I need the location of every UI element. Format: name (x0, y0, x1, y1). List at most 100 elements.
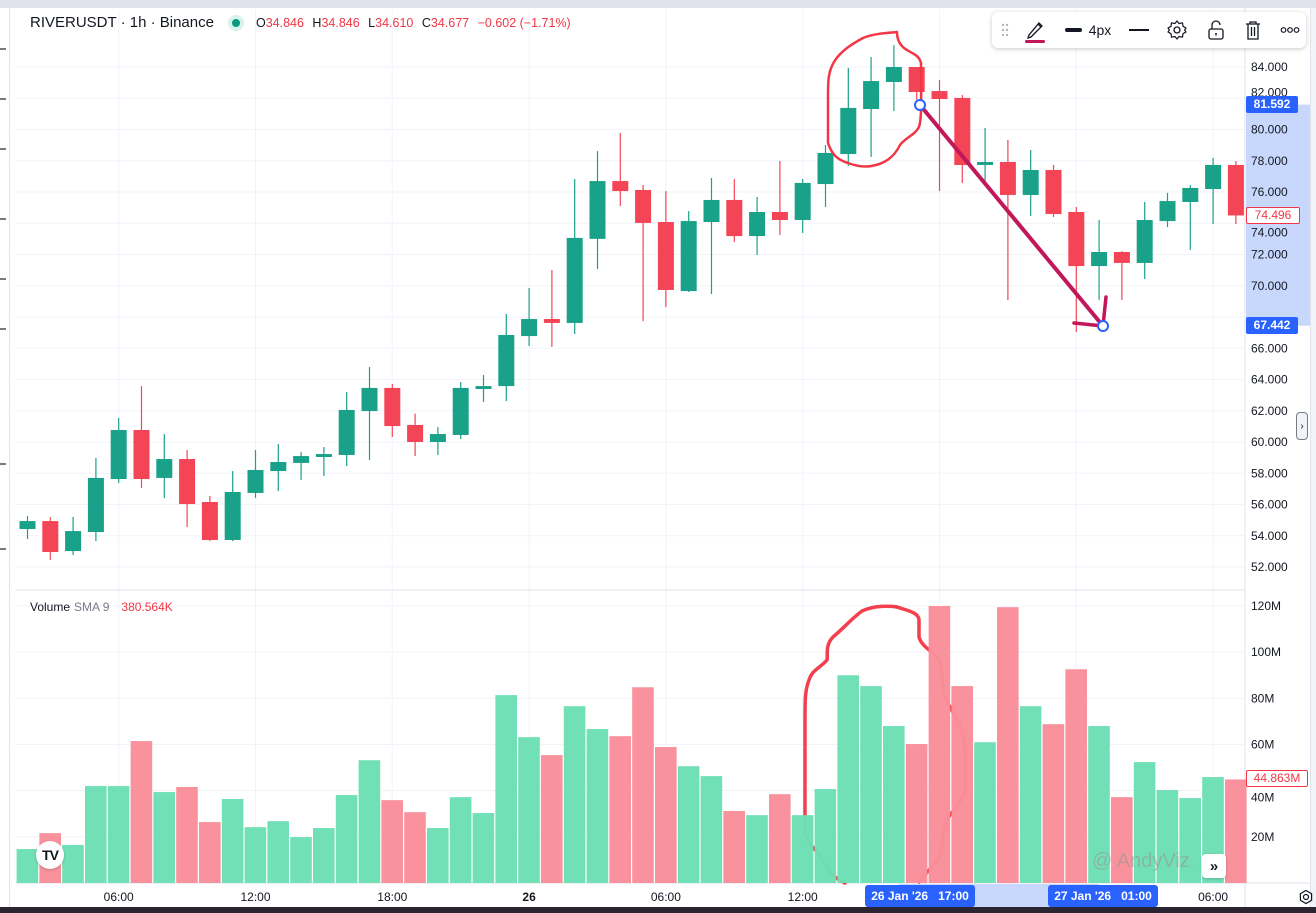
close-value: 34.677 (430, 15, 470, 30)
candle[interactable] (224, 471, 241, 542)
trend-line-handle-start[interactable] (914, 99, 926, 111)
volume-bar (130, 741, 153, 883)
candle[interactable] (156, 434, 173, 498)
market-status-icon[interactable] (227, 14, 244, 31)
delete-button[interactable] (1240, 12, 1266, 48)
candle[interactable] (999, 139, 1016, 300)
candle[interactable] (566, 179, 583, 335)
more-button[interactable] (1278, 12, 1302, 48)
volume-bar (928, 606, 951, 883)
volume-legend[interactable]: Volume SMA 9 380.564K (30, 600, 173, 614)
tradingview-logo[interactable]: TV (36, 841, 64, 869)
candle[interactable] (1205, 157, 1222, 225)
candle[interactable] (771, 161, 788, 235)
price-tick-label: 66.000 (1251, 341, 1288, 355)
volume-bar (997, 607, 1019, 883)
candle[interactable] (1136, 202, 1153, 280)
candle[interactable] (885, 45, 902, 112)
candle[interactable] (817, 144, 834, 207)
candle[interactable] (954, 94, 971, 183)
candle[interactable] (749, 197, 766, 255)
candle[interactable] (201, 496, 218, 542)
freehand-circle-annotation[interactable] (826, 30, 923, 168)
candle[interactable] (270, 444, 287, 492)
volume-bar (837, 675, 859, 883)
candle[interactable] (42, 517, 59, 560)
candle[interactable] (498, 314, 515, 402)
chart-settings-gear-icon[interactable] (1298, 889, 1314, 905)
candle[interactable] (1091, 219, 1108, 300)
candle[interactable] (315, 447, 332, 477)
candle[interactable] (977, 127, 994, 185)
candle[interactable] (338, 392, 355, 467)
candle[interactable] (1182, 184, 1199, 250)
candle[interactable] (361, 367, 378, 460)
candle[interactable] (1022, 149, 1039, 217)
candle[interactable] (840, 67, 857, 167)
candle[interactable] (384, 384, 401, 437)
candle[interactable] (931, 79, 948, 192)
price-tick-label: 84.000 (1251, 60, 1288, 74)
trend-line[interactable] (918, 103, 1105, 328)
candle[interactable] (1068, 207, 1085, 332)
candle[interactable] (247, 449, 264, 498)
candle[interactable] (543, 269, 560, 347)
candle[interactable] (407, 413, 424, 457)
candle[interactable] (703, 177, 720, 295)
time-tick-label: 06:00 (651, 890, 681, 904)
time-tick-label: 12:00 (788, 890, 818, 904)
symbol-legend[interactable]: RIVERUSDT · 1h · Binance O34.846 H34.846… (30, 14, 576, 31)
volume-bar (176, 786, 198, 883)
volume-bar (85, 786, 107, 883)
trend-line-handle-end[interactable] (1097, 320, 1109, 332)
candle[interactable] (1159, 192, 1176, 227)
price-axis-scroll-handle[interactable]: › (1296, 412, 1308, 440)
candle-body (680, 221, 697, 292)
volume-bar (1133, 762, 1156, 883)
volume-bar (791, 815, 814, 883)
lock-button[interactable] (1203, 12, 1229, 48)
candle[interactable] (726, 179, 743, 242)
candle[interactable] (657, 191, 674, 307)
candle[interactable] (612, 132, 629, 207)
candles (19, 45, 1244, 560)
left-drawing-toolbar[interactable] (0, 8, 10, 908)
candle-body (999, 162, 1016, 195)
candle[interactable] (452, 382, 469, 440)
candle[interactable] (429, 427, 446, 455)
color-picker-button[interactable] (1020, 12, 1050, 48)
candle-body (543, 319, 560, 323)
candle[interactable] (293, 452, 310, 480)
volume-bar (518, 737, 540, 883)
candle[interactable] (110, 417, 127, 483)
price-label-last: 74.496 (1246, 207, 1300, 224)
candle[interactable] (635, 184, 652, 322)
scroll-to-realtime-button[interactable]: » (1202, 854, 1226, 878)
candle[interactable] (1113, 251, 1130, 300)
line-style-button[interactable] (1126, 12, 1152, 48)
candle[interactable] (680, 211, 697, 292)
drag-handle-icon[interactable] (998, 12, 1012, 48)
candle[interactable] (863, 57, 880, 157)
volume-axis-ticks: 120M 100M 80M 60M 40M 20M (1251, 599, 1281, 844)
candle[interactable] (521, 287, 538, 347)
candle[interactable] (589, 151, 606, 270)
candle[interactable] (475, 374, 492, 402)
symbol-title[interactable]: RIVERUSDT · 1h · Binance (30, 14, 214, 31)
candle[interactable] (87, 457, 104, 542)
top-border (0, 0, 1316, 8)
candle[interactable] (133, 386, 150, 488)
settings-button[interactable] (1164, 12, 1190, 48)
line-width-button[interactable] (1060, 12, 1116, 48)
candle[interactable] (794, 179, 811, 233)
candle[interactable] (1227, 161, 1244, 225)
candle[interactable] (65, 517, 82, 555)
gear-icon (1167, 20, 1187, 40)
candle[interactable] (1045, 164, 1062, 217)
time-axis-ticks: 06:00 12:00 18:00 26 06:00 12:00 06:00 (104, 890, 1229, 904)
candle[interactable] (19, 516, 36, 540)
candle[interactable] (179, 449, 196, 527)
candle-body (1205, 164, 1222, 190)
volume-tick-label: 20M (1251, 830, 1274, 844)
